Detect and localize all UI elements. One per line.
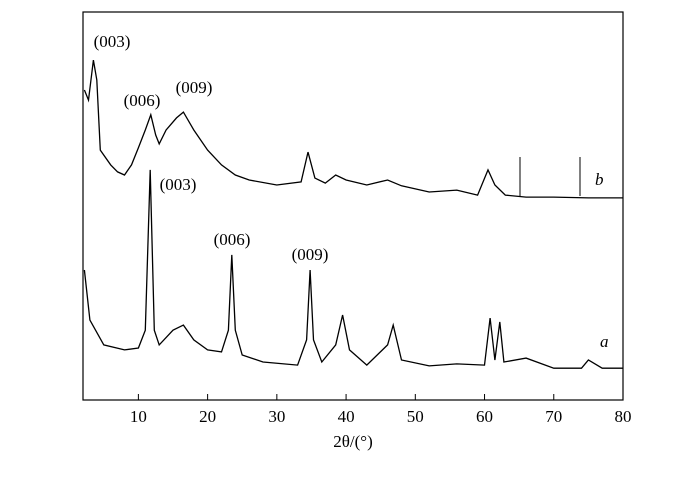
x-tick-label: 80 — [615, 407, 632, 426]
annotation: (003) — [94, 32, 131, 51]
x-tick-label: 40 — [338, 407, 355, 426]
series-line — [83, 169, 623, 369]
x-tick-label: 20 — [199, 407, 216, 426]
x-tick-label: 10 — [130, 407, 147, 426]
x-tick-label: 70 — [545, 407, 562, 426]
annotation: (006) — [214, 230, 251, 249]
x-tick-label: 50 — [407, 407, 424, 426]
x-tick-label: 30 — [268, 407, 285, 426]
x-axis-label: 2θ/(°) — [333, 432, 373, 451]
series-label: a — [600, 332, 609, 351]
plot-frame — [82, 11, 624, 401]
annotation: (003) — [160, 175, 197, 194]
annotation: (009) — [292, 245, 329, 264]
x-tick-label: 60 — [476, 407, 493, 426]
annotation: (006) — [124, 91, 161, 110]
series-label: b — [595, 170, 604, 189]
annotation: (009) — [176, 78, 213, 97]
series-line — [83, 59, 623, 199]
